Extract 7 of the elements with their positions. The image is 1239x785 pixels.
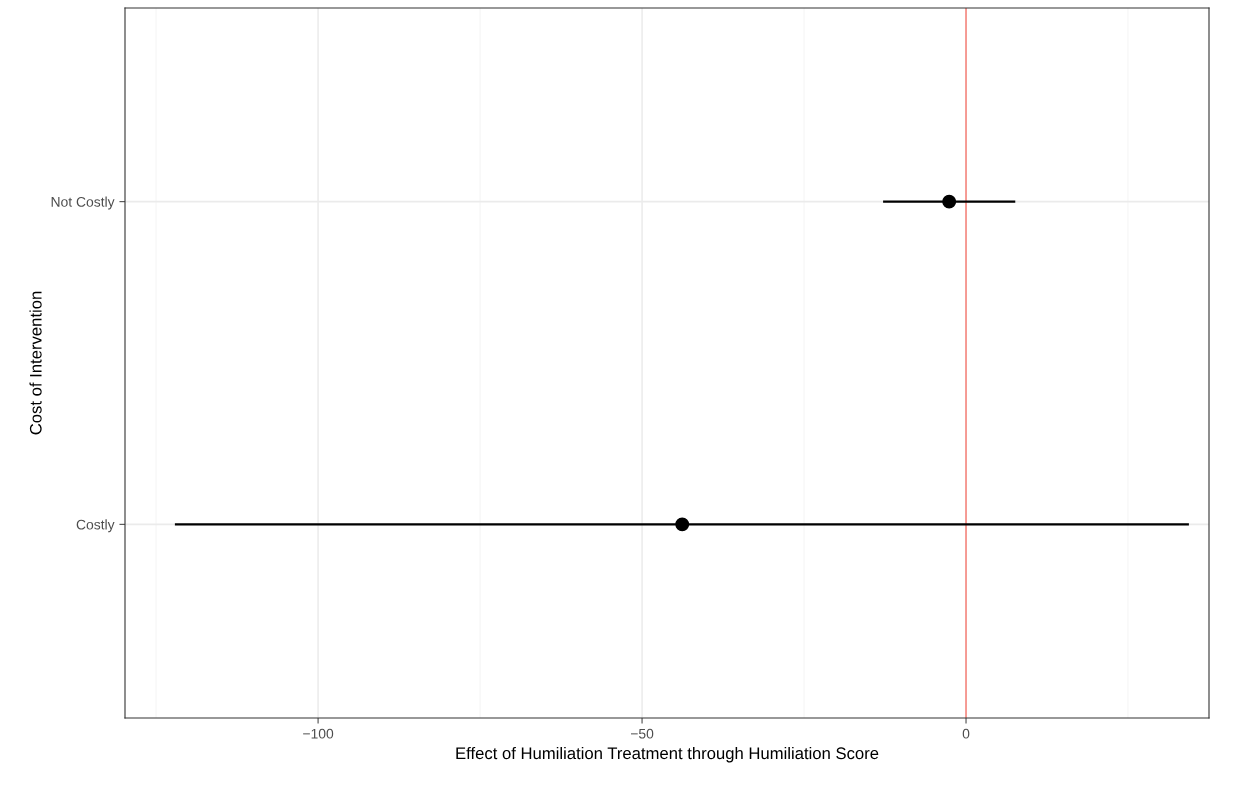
x-tick-label: −50 xyxy=(630,728,654,739)
y-axis-title: Cost of Intervention xyxy=(29,291,42,435)
x-axis-title: Effect of Humiliation Treatment through Humiliation Score xyxy=(456,746,879,763)
y-tick-label: Not Costly xyxy=(51,196,115,210)
x-tick-label: −100 xyxy=(303,728,334,739)
y-tick-label: Costly xyxy=(76,519,115,533)
x-tick-label: 0 xyxy=(962,728,970,739)
